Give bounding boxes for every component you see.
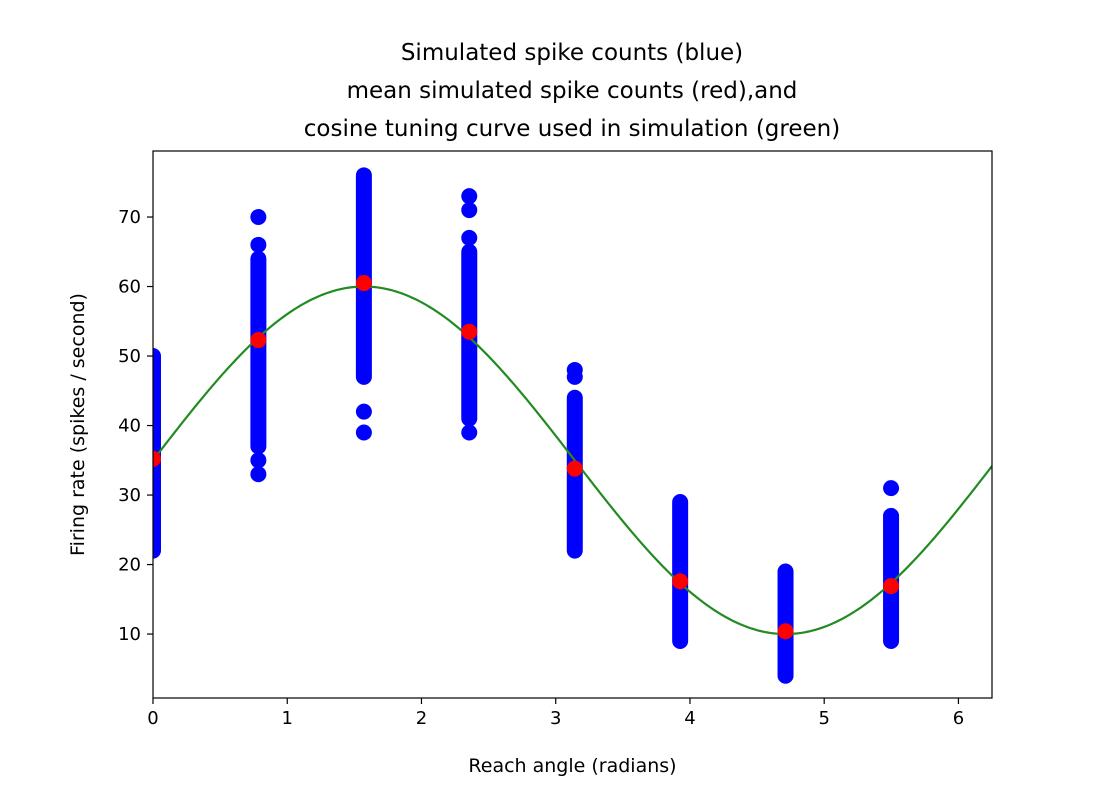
trial-point	[566, 361, 583, 378]
trial-point	[461, 229, 478, 246]
axis-ticks: 0 1 2 3 4 5 6 10 20 30 40 50 60 70	[118, 207, 964, 729]
trial-point	[461, 188, 478, 205]
mean-point	[672, 573, 689, 590]
y-tick-label: 50	[118, 346, 141, 367]
x-tick-label: 5	[818, 708, 829, 729]
trial-points-range	[250, 250, 267, 455]
trial-point	[883, 480, 900, 497]
trial-column	[355, 167, 372, 441]
trial-point	[250, 452, 267, 469]
mean-point	[355, 275, 372, 292]
y-tick-label: 40	[118, 416, 141, 437]
trial-point	[250, 466, 267, 483]
x-tick-label: 1	[282, 708, 293, 729]
x-tick-label: 4	[684, 708, 695, 729]
title-line-1: Simulated spike counts (blue)	[401, 40, 743, 66]
mean-point	[777, 623, 794, 640]
trial-points-range	[672, 493, 689, 650]
trial-column	[250, 209, 267, 483]
x-tick-label: 6	[953, 708, 964, 729]
y-tick-label: 30	[118, 485, 141, 506]
y-tick-label: 60	[118, 277, 141, 298]
trial-column	[461, 188, 478, 441]
trial-point	[250, 236, 267, 253]
chart-title: Simulated spike counts (blue) mean simul…	[304, 40, 840, 142]
y-axis-label: Firing rate (spikes / second)	[67, 293, 89, 556]
mean-point	[250, 332, 267, 349]
plot-area	[153, 167, 992, 684]
trial-column	[672, 493, 689, 650]
mean-point	[566, 460, 583, 477]
x-tick-label: 0	[147, 708, 158, 729]
title-line-2: mean simulated spike counts (red),and	[347, 78, 798, 104]
mean-point	[153, 450, 161, 467]
x-tick-label: 2	[416, 708, 427, 729]
y-tick-label: 70	[118, 207, 141, 228]
x-axis-label: Reach angle (radians)	[468, 755, 676, 777]
trial-point	[250, 209, 267, 226]
plot-frame	[152, 150, 993, 699]
trial-column	[883, 480, 900, 650]
mean-point	[461, 323, 478, 340]
x-tick-label: 3	[550, 708, 561, 729]
tuning-curve	[153, 285, 992, 636]
trial-point	[355, 424, 372, 441]
mean-point	[883, 578, 900, 595]
title-line-3: cosine tuning curve used in simulation (…	[304, 116, 840, 142]
trial-point	[461, 202, 478, 219]
y-tick-label: 20	[118, 555, 141, 576]
trial-point	[355, 403, 372, 420]
y-tick-label: 10	[118, 624, 141, 645]
trial-point	[461, 424, 478, 441]
